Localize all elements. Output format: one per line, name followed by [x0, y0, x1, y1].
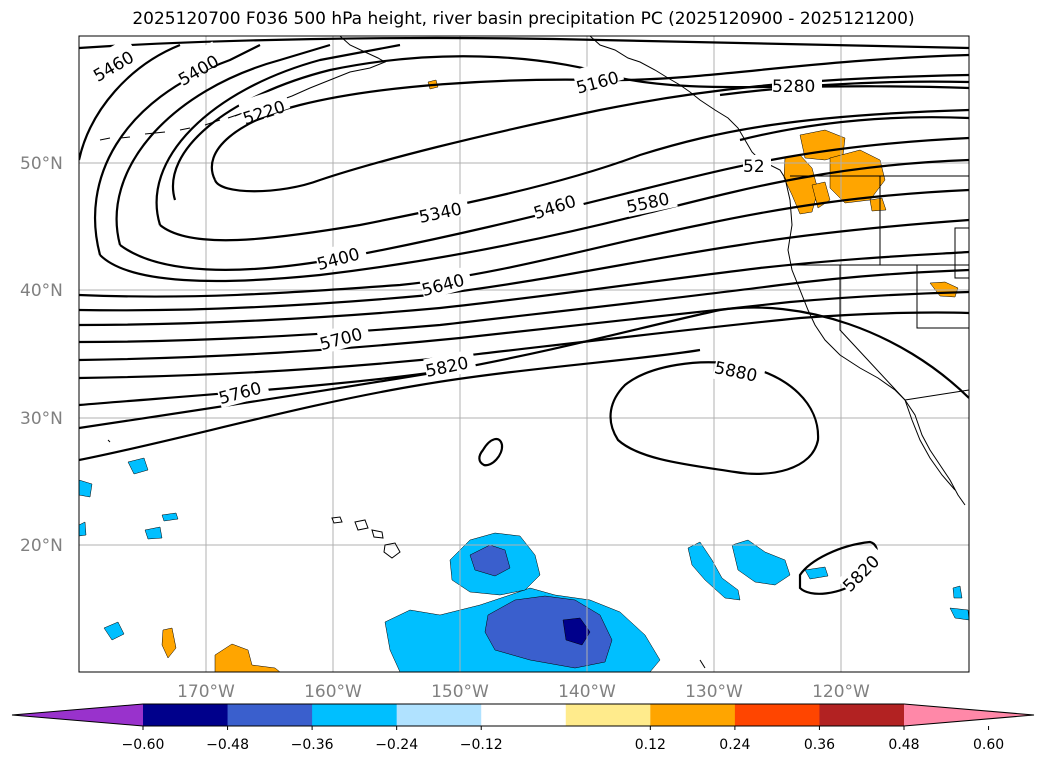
islands-hawaii-1: [331, 516, 343, 524]
lon-label-150w: 150°W: [431, 682, 489, 702]
contour-5160: [79, 36, 969, 50]
contour-label-5280: 5280: [772, 77, 815, 97]
colorbar-tick-label: −0.36: [291, 737, 334, 753]
lon-label-140w: 140°W: [558, 682, 616, 702]
colorbar-extend-high: [904, 704, 1034, 726]
border-mex: [904, 389, 969, 401]
precip-pnw-east: [869, 197, 887, 212]
colorbar-tick-label: 0.24: [719, 737, 750, 753]
colorbar-tick-label: −0.48: [206, 737, 249, 753]
lat-label-30n: 30°N: [20, 409, 63, 429]
precip-blue-east-2: [731, 539, 791, 586]
precip-blue-w8: [952, 585, 963, 599]
map-frame: [78, 35, 970, 673]
map-title: 2025120700 F036 500 hPa height, river ba…: [132, 9, 915, 29]
contour-label-partial: 52: [743, 157, 765, 177]
contour-5640: [79, 218, 969, 312]
colorbar-segment: [819, 704, 905, 726]
precip-blue-w6: [161, 512, 179, 522]
precip-dark-blue: [562, 617, 591, 646]
islands-hawaii-4: [383, 542, 401, 559]
lon-label-160w: 160°W: [304, 682, 362, 702]
precip-pnw-patch: [811, 181, 831, 209]
colorbar-tick-label: −0.12: [460, 737, 503, 753]
contour-5520: [79, 43, 181, 161]
contour-5400: [115, 43, 969, 271]
contour-5760b: [79, 290, 969, 362]
contour-5580: [79, 188, 969, 298]
border-states-4: [839, 265, 906, 401]
islands-hawaii-2: [354, 519, 369, 531]
precip-blue-w7: [949, 607, 969, 621]
contour-5220-loop: [210, 53, 969, 181]
lon-label-120w: 120°W: [812, 682, 870, 702]
coast-baja: [904, 399, 956, 491]
precip-blue-w5: [79, 521, 87, 537]
contour-small-loop: [478, 437, 504, 467]
colorbar-tick-label: 0.12: [635, 737, 666, 753]
contour-5760: [79, 268, 969, 344]
contour-5820b: [79, 368, 451, 430]
contour-5340: [155, 43, 969, 242]
islands-misc-2: [699, 659, 706, 669]
precip-blue-w4: [144, 526, 163, 540]
colorbar-tick-label: −0.60: [122, 737, 165, 753]
lon-label-130w: 130°W: [685, 682, 743, 702]
colorbar-segment: [650, 704, 736, 726]
precip-blue-w1: [103, 621, 125, 641]
coast-west-us: [784, 177, 966, 506]
precip-sw-orange: [214, 643, 281, 672]
coast-east-edge: [954, 227, 969, 279]
colorbar-extend-low: [12, 704, 143, 726]
islands-misc-1: [107, 439, 111, 443]
contour-pnw-1: [719, 80, 969, 97]
lon-label-170w: 170°W: [177, 682, 235, 702]
border-states-3: [916, 265, 969, 329]
colorbar-tick-label: −0.24: [375, 737, 418, 753]
contour-pnw-2: [739, 116, 969, 142]
colorbar: −0.60 −0.48 −0.36 −0.24 −0.12 0.12 0.24 0.36 0.4…: [11, 703, 1035, 753]
lat-label-20n: 20°N: [20, 536, 63, 556]
islands-hawaii-3: [371, 529, 384, 539]
colorbar-segment: [734, 704, 820, 726]
precip-blue-w2: [127, 457, 149, 475]
colorbar-tick-label: 0.36: [804, 737, 835, 753]
longitude-labels: 170°W 160°W 150°W 140°W 130°W 120°W: [177, 682, 870, 702]
colorbar-segment: [312, 704, 398, 726]
colorbar-tick-label: 0.60: [973, 737, 1004, 753]
precip-mid-blue: [484, 595, 613, 669]
colorbar-segment: [565, 704, 651, 726]
colorbar-segment: [481, 704, 567, 726]
colorbar-segment: [396, 704, 482, 726]
colorbar-segment: [143, 704, 229, 726]
contour-5860: [79, 348, 701, 462]
colorbar-tick-label: 0.48: [888, 737, 919, 753]
precip-sw-orange-2: [161, 627, 177, 659]
latitude-labels: 50°N 40°N 30°N 20°N: [20, 154, 63, 556]
precip-blue-east-3: [804, 566, 829, 580]
colorbar-segment: [227, 704, 313, 726]
precip-blue-w3: [79, 479, 93, 498]
contour-5800: [79, 311, 969, 380]
lat-label-40n: 40°N: [20, 281, 63, 301]
contour-5700: [79, 250, 969, 327]
lat-label-50n: 50°N: [20, 154, 63, 174]
